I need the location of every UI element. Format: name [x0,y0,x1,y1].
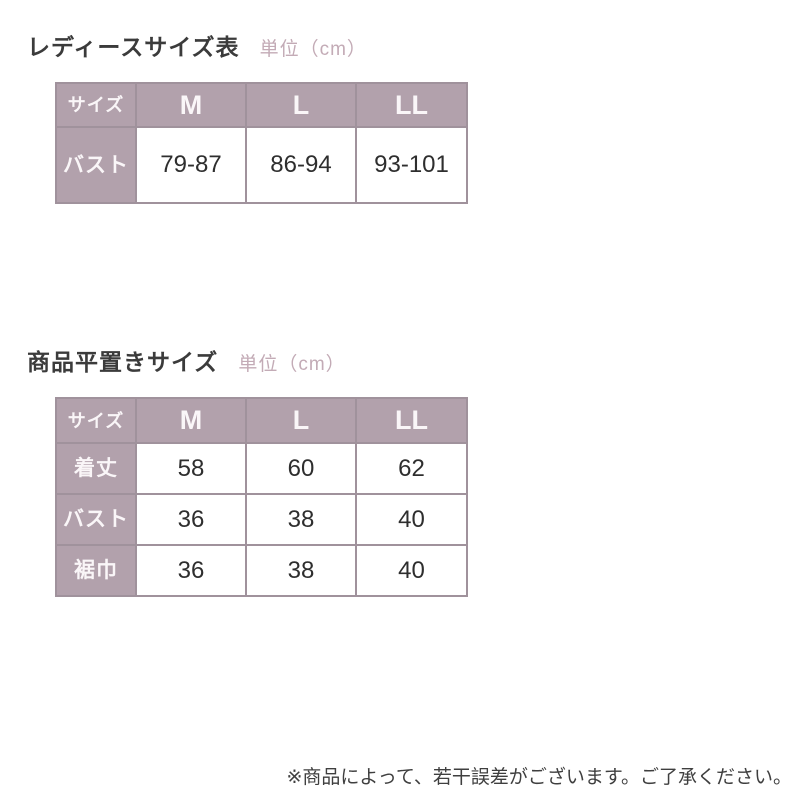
row-label-bust: バスト [55,493,137,546]
table-header-row: サイズ M L LL [55,82,468,128]
section2-title: 商品平置きサイズ [27,349,219,375]
header-cell-size: サイズ [55,397,137,444]
value-cell-length-ll: 62 [355,442,468,495]
header-cell-ll: LL [355,397,468,444]
section2-title-row: 商品平置きサイズ 単位（cm） [27,343,346,377]
value-cell-length-m: 58 [135,442,247,495]
section1-title-row: レディースサイズ表 単位（cm） [27,28,367,62]
section2-unit-label: 単位（cm） [238,354,346,375]
value-cell-bust-l: 86-94 [245,126,357,204]
header-cell-ll: LL [355,82,468,128]
row-label-bust: バスト [55,126,137,204]
header-cell-l: L [245,82,357,128]
value-cell-bust-m: 36 [135,493,247,546]
table-header-row: サイズ M L LL [55,397,468,444]
table-row-length: 着丈 58 60 62 [55,442,468,495]
value-cell-bust-ll: 40 [355,493,468,546]
table-row-bust: バスト 36 38 40 [55,493,468,546]
flat-size-table: サイズ M L LL 着丈 58 60 62 バスト 36 38 40 裾巾 3… [55,397,468,597]
value-cell-bust-m: 79-87 [135,126,247,204]
value-cell-hem-l: 38 [245,544,357,597]
value-cell-length-l: 60 [245,442,357,495]
row-label-hem-width: 裾巾 [55,544,137,597]
value-cell-bust-ll: 93-101 [355,126,468,204]
header-cell-m: M [135,397,247,444]
row-label-length: 着丈 [55,442,137,495]
disclaimer-footnote: ※商品によって、若干誤差がございます。ご了承ください。 [286,767,792,788]
table-row-bust: バスト 79-87 86-94 93-101 [55,126,468,204]
header-cell-size: サイズ [55,82,137,128]
header-cell-l: L [245,397,357,444]
section1-title: レディースサイズ表 [27,34,240,60]
header-cell-m: M [135,82,247,128]
value-cell-bust-l: 38 [245,493,357,546]
value-cell-hem-ll: 40 [355,544,468,597]
table-row-hem-width: 裾巾 36 38 40 [55,544,468,597]
section1-unit-label: 単位（cm） [259,39,367,60]
value-cell-hem-m: 36 [135,544,247,597]
womens-size-table: サイズ M L LL バスト 79-87 86-94 93-101 [55,82,468,204]
